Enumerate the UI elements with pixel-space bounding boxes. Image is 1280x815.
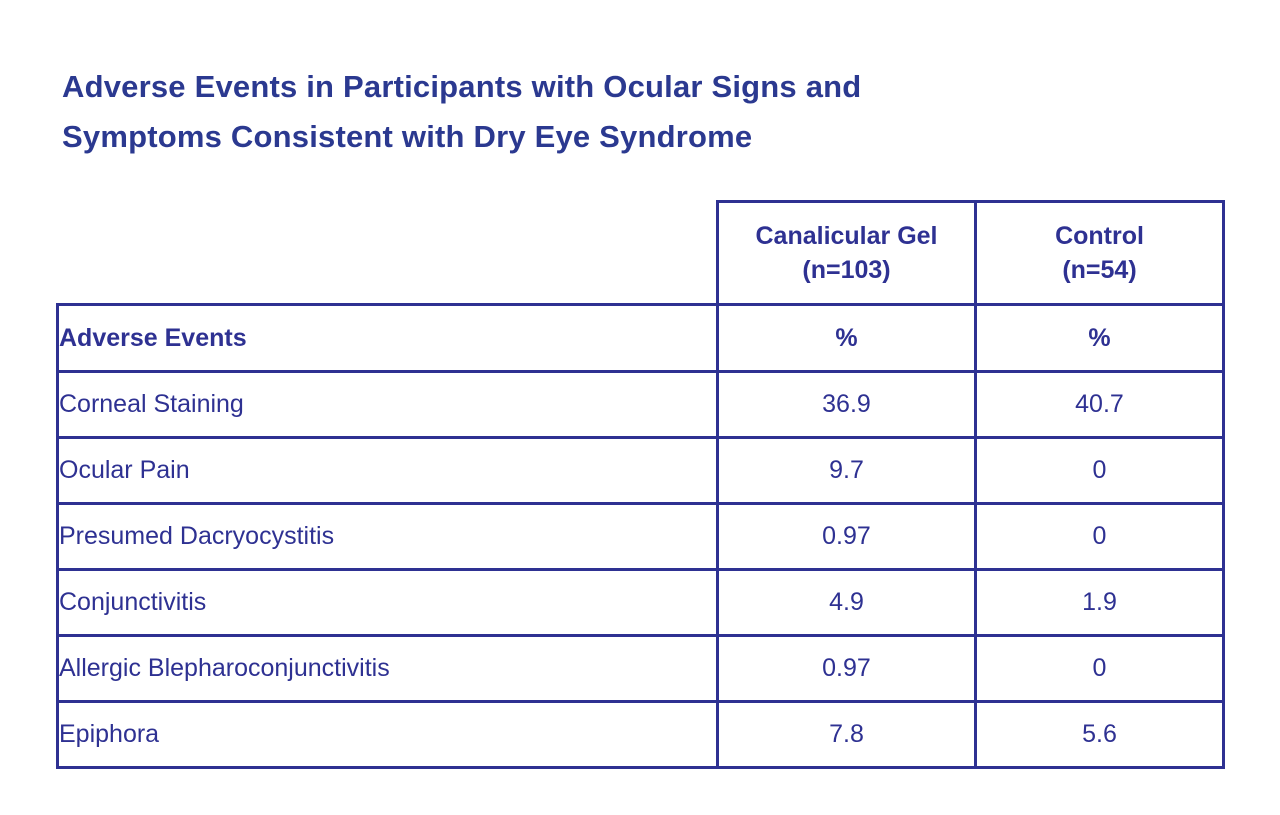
table-group-header-row: Canalicular Gel (n=103) Control (n=54): [58, 200, 1225, 306]
gel-value: 4.9: [716, 568, 977, 637]
row-label: Corneal Staining: [56, 370, 719, 439]
row-label: Presumed Dacryocystitis: [56, 502, 719, 571]
column-header-canalicular-gel: Canalicular Gel (n=103): [716, 200, 977, 306]
header-spacer-cell: [58, 202, 718, 305]
table-row: Allergic Blepharoconjunctivitis 0.97 0: [56, 634, 1225, 703]
row-label: Ocular Pain: [56, 436, 719, 505]
table-row: Presumed Dacryocystitis 0.97 0: [56, 502, 1225, 571]
row-label: Conjunctivitis: [56, 568, 719, 637]
column-header-gel-line2: (n=103): [802, 256, 891, 284]
table-subheader-row: Adverse Events % %: [56, 303, 1225, 373]
control-value: 5.6: [974, 700, 1225, 769]
row-label: Epiphora: [56, 700, 719, 769]
table-row: Epiphora 7.8 5.6: [56, 700, 1225, 769]
subheader-control-unit: %: [974, 303, 1225, 373]
column-header-gel-line1: Canalicular Gel: [755, 222, 938, 250]
gel-value: 9.7: [716, 436, 977, 505]
control-value: 0: [974, 634, 1225, 703]
table-row: Corneal Staining 36.9 40.7: [56, 370, 1225, 439]
row-label: Allergic Blepharoconjunctivitis: [56, 634, 719, 703]
adverse-events-table: Canalicular Gel (n=103) Control (n=54) A…: [56, 200, 1225, 769]
subheader-gel-unit: %: [716, 303, 977, 373]
figure-title: Adverse Events in Participants with Ocul…: [62, 69, 862, 154]
control-value: 1.9: [974, 568, 1225, 637]
column-header-control-line2: (n=54): [1062, 256, 1137, 284]
subheader-label: Adverse Events: [56, 303, 719, 373]
gel-value: 0.97: [716, 502, 977, 571]
control-value: 40.7: [974, 370, 1225, 439]
table-row: Conjunctivitis 4.9 1.9: [56, 568, 1225, 637]
column-header-control-line1: Control: [1055, 222, 1144, 250]
gel-value: 36.9: [716, 370, 977, 439]
gel-value: 0.97: [716, 634, 977, 703]
control-value: 0: [974, 502, 1225, 571]
gel-value: 7.8: [716, 700, 977, 769]
table-row: Ocular Pain 9.7 0: [56, 436, 1225, 505]
column-header-control: Control (n=54): [974, 200, 1225, 306]
control-value: 0: [974, 436, 1225, 505]
